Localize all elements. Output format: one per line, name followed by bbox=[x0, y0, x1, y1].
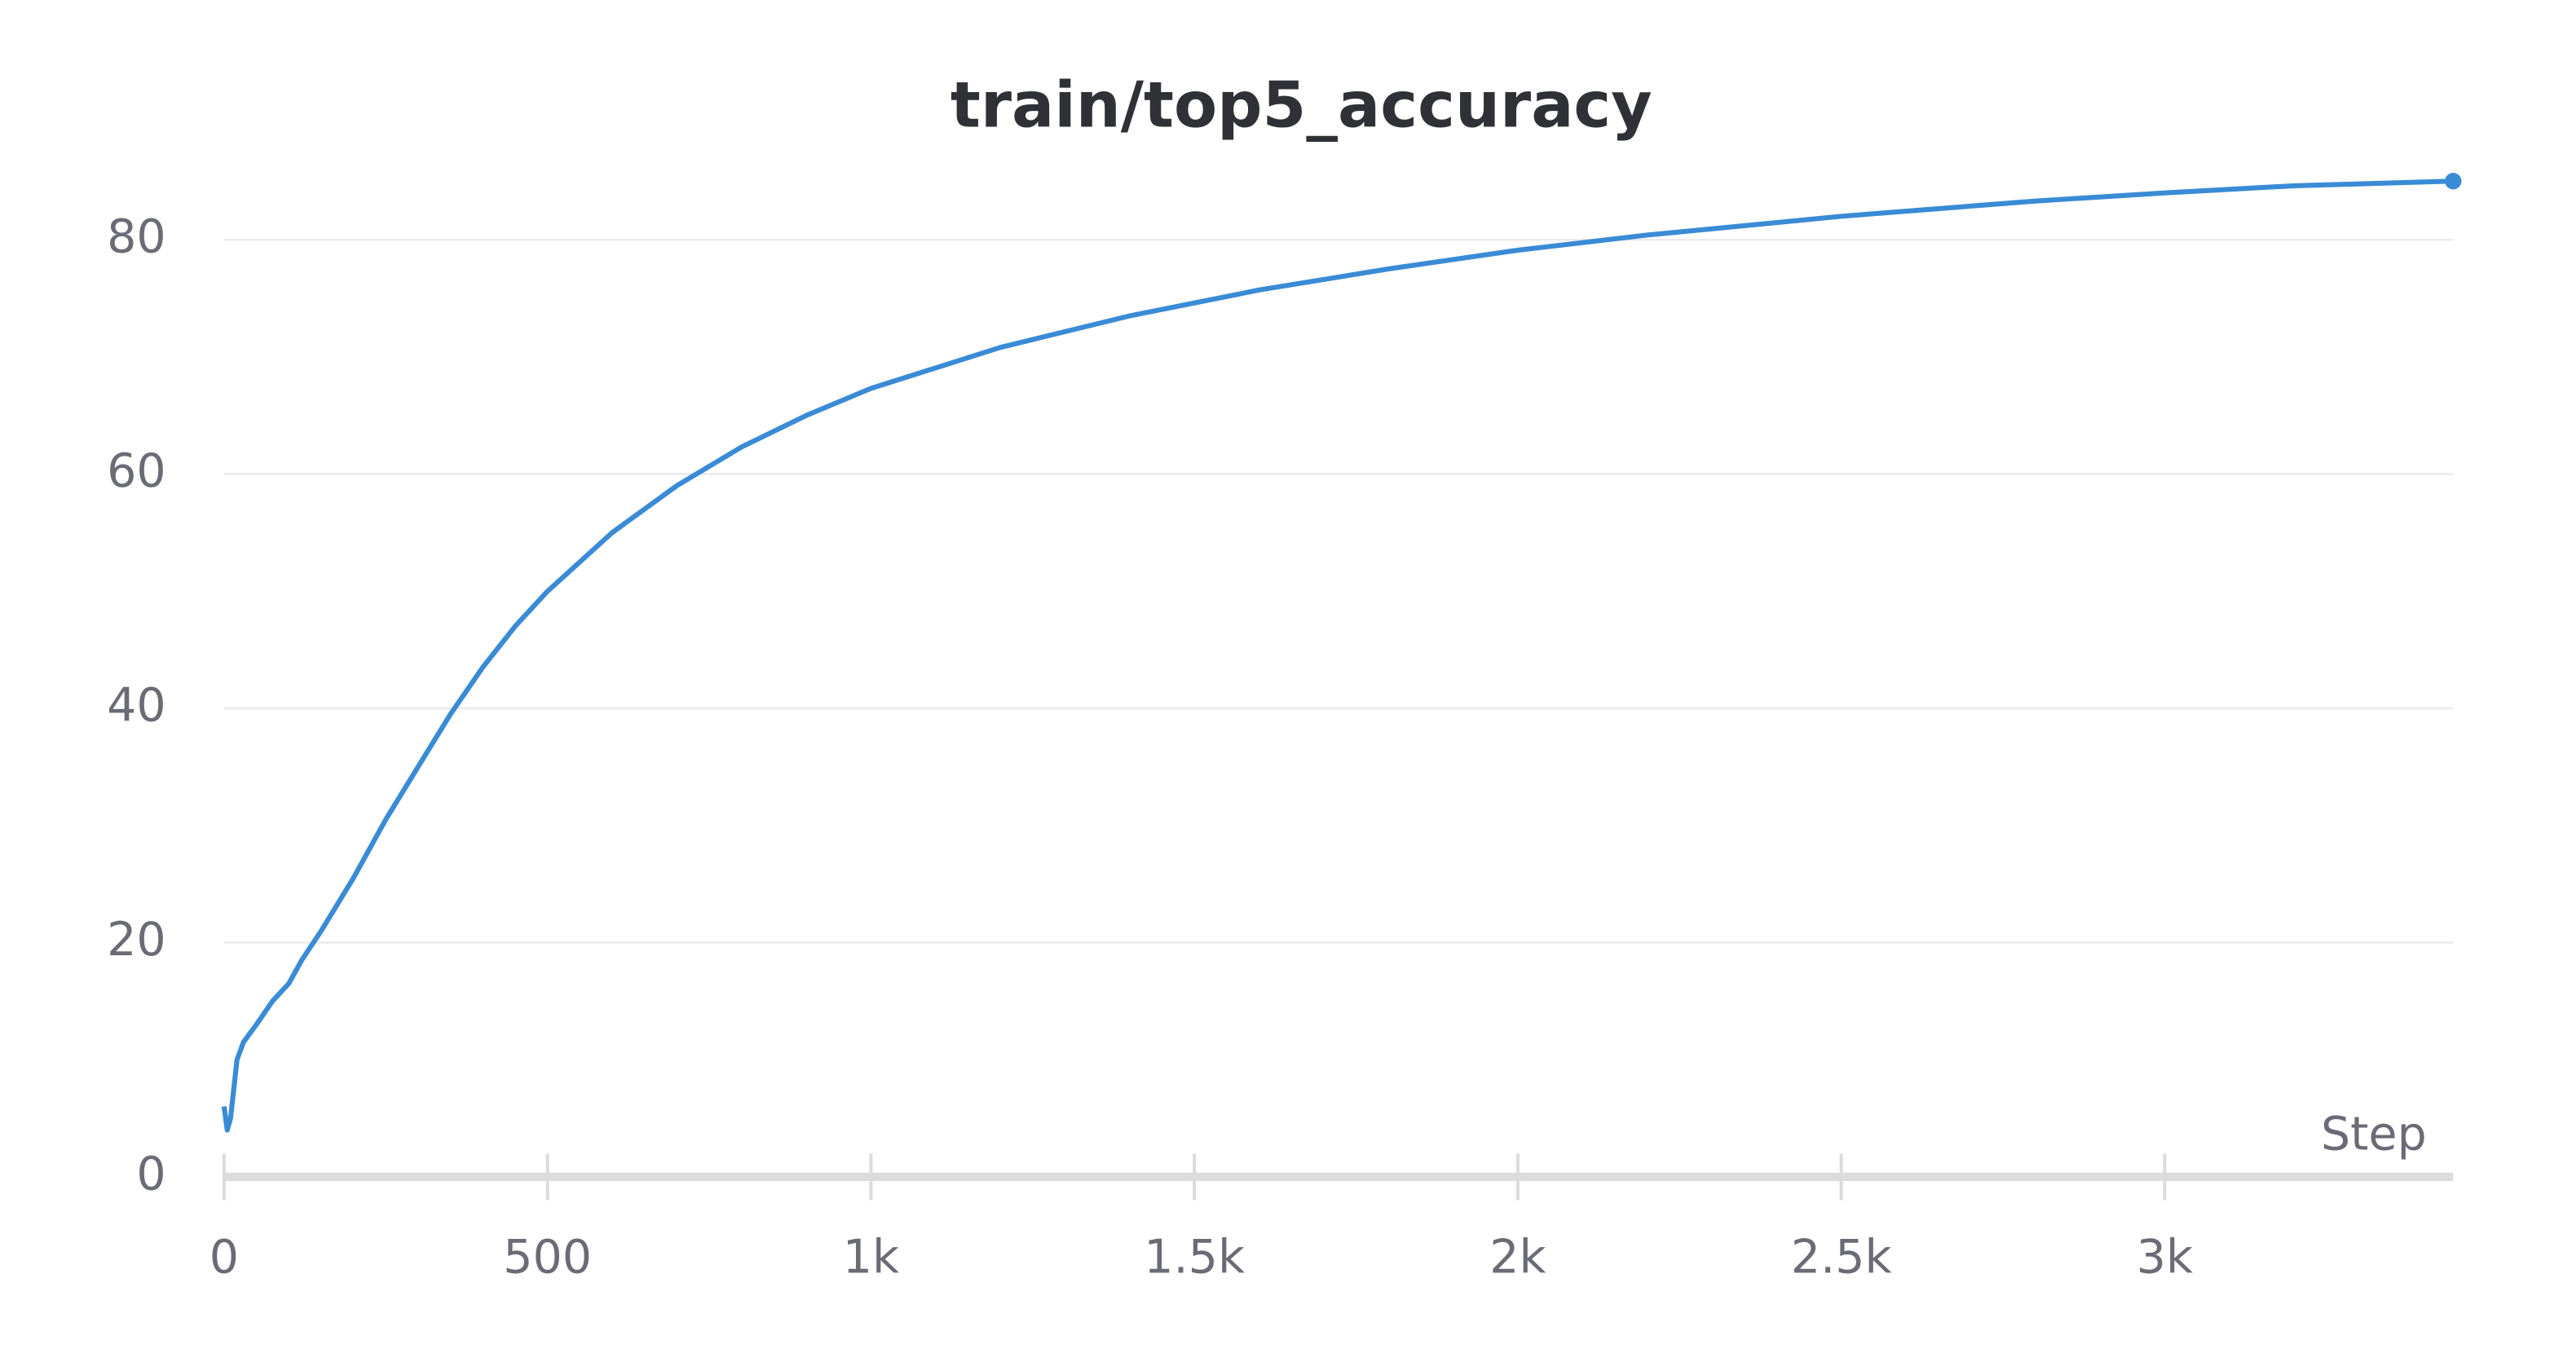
x-tick-label: 1.5k bbox=[1144, 1230, 1245, 1284]
x-tick-label: 2k bbox=[1489, 1230, 1546, 1284]
y-tick-label: 20 bbox=[107, 913, 166, 967]
x-tick-label: 1k bbox=[843, 1230, 899, 1284]
line bbox=[221, 178, 2454, 1133]
x-tick-label: 500 bbox=[503, 1230, 592, 1284]
x-tick-label: 3k bbox=[2137, 1230, 2193, 1284]
x-tick-label: 2.5k bbox=[1791, 1230, 1892, 1284]
y-tick-label: 40 bbox=[107, 679, 166, 733]
y-tick-label: 60 bbox=[107, 444, 166, 498]
x-tick-label: 0 bbox=[210, 1230, 239, 1284]
end-point bbox=[2445, 173, 2462, 190]
chart-title: train/top5_accuracy bbox=[951, 69, 1652, 143]
x-axis-label: Step bbox=[2321, 1108, 2427, 1161]
y-tick-label: 80 bbox=[107, 210, 166, 264]
y-tick-label: 0 bbox=[136, 1148, 165, 1201]
